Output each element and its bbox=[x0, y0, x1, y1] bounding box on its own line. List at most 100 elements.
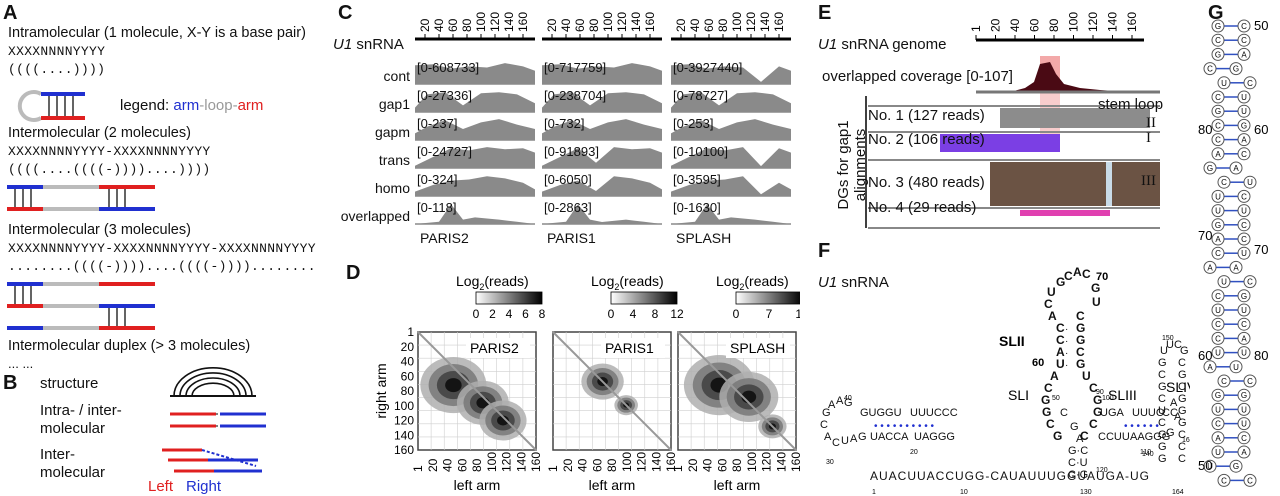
svg-text:50: 50 bbox=[1052, 395, 1060, 402]
svg-text:C: C bbox=[1076, 309, 1085, 323]
y-tick-label: 120 bbox=[394, 414, 414, 428]
x-axis-label: left arm bbox=[454, 477, 501, 493]
nt-letter: U bbox=[1247, 178, 1253, 187]
svg-text:• • • • • •: • • • • • • bbox=[1124, 421, 1159, 432]
svg-text:C: C bbox=[1158, 417, 1166, 429]
svg-text:G: G bbox=[1091, 281, 1100, 295]
nt-circle bbox=[1237, 47, 1251, 61]
nt-letter: C bbox=[1247, 278, 1253, 287]
nt-letter: A bbox=[1233, 263, 1239, 272]
svg-text:150: 150 bbox=[1162, 335, 1174, 342]
x-tick-label: 160 bbox=[789, 452, 800, 472]
nt-letter: C bbox=[1247, 377, 1253, 386]
nt-letter: U bbox=[1207, 462, 1213, 471]
x-tick-label: 80 bbox=[605, 458, 619, 472]
nt-circle bbox=[1217, 275, 1231, 289]
nt-letter: U bbox=[1215, 349, 1221, 358]
nt-letter: A bbox=[1215, 150, 1221, 159]
dg4-label: No. 4 (29 reads) bbox=[868, 199, 977, 216]
coverage-track bbox=[415, 92, 535, 112]
row-label-overlapped: overlapped bbox=[340, 208, 410, 224]
coverage-track bbox=[415, 147, 535, 168]
nt-circle bbox=[1211, 232, 1225, 246]
svg-text:A: A bbox=[1056, 345, 1065, 359]
nt-circle bbox=[1211, 445, 1225, 459]
nt-letter: G bbox=[1233, 462, 1239, 471]
nt-letter: C bbox=[1241, 150, 1247, 159]
nt-letter: A bbox=[1241, 334, 1247, 343]
panel-c-rna-label: U1 snRNA bbox=[333, 36, 404, 53]
row-label-trans: trans bbox=[378, 152, 410, 168]
x-tick-label: 120 bbox=[635, 452, 649, 472]
svg-text:A: A bbox=[1170, 397, 1178, 409]
e-tick-label: 20 bbox=[989, 18, 1003, 32]
nt-circle bbox=[1237, 317, 1251, 331]
nt-letter: C bbox=[1247, 79, 1253, 88]
svg-text:GA: GA bbox=[1108, 407, 1125, 419]
nt-circle bbox=[1243, 473, 1257, 487]
nt-circle bbox=[1203, 62, 1217, 76]
nt-circle bbox=[1203, 459, 1217, 473]
nt-letter: C bbox=[1221, 476, 1227, 485]
nt-letter: G bbox=[1215, 391, 1221, 400]
nt-circle bbox=[1211, 33, 1225, 47]
inter-label-2: molecular bbox=[40, 464, 106, 481]
nt-circle bbox=[1211, 417, 1225, 431]
g-position-label: 50 bbox=[1254, 18, 1268, 33]
dg-reads-block bbox=[1000, 108, 1150, 128]
coverage-track bbox=[415, 119, 535, 140]
svg-text:U: U bbox=[841, 435, 849, 447]
svg-text:A: A bbox=[828, 399, 836, 411]
source-paris1: PARIS1 bbox=[547, 230, 596, 246]
heatmap-diagonal bbox=[417, 331, 537, 451]
nt-circle bbox=[1211, 47, 1225, 61]
nt-circle bbox=[1237, 19, 1251, 33]
svg-text:G: G bbox=[1056, 275, 1065, 289]
y-tick-label: 140 bbox=[394, 428, 414, 442]
x-tick-label: 60 bbox=[590, 458, 604, 472]
track-range: [0-6050] bbox=[544, 172, 592, 187]
nt-circle bbox=[1229, 260, 1243, 274]
track-range: [0-3927440] bbox=[673, 60, 743, 75]
intra-inter-diagram bbox=[170, 412, 266, 428]
c-tick-label: 60 bbox=[702, 18, 716, 32]
svg-text:C: C bbox=[1178, 453, 1186, 465]
hairpin-diagram bbox=[17, 90, 85, 122]
map-name: PARIS2 bbox=[470, 340, 519, 356]
x-tick-label: 160 bbox=[529, 452, 543, 472]
svg-text:C: C bbox=[1089, 417, 1098, 431]
nt-circle bbox=[1211, 189, 1225, 203]
color-scale-bar bbox=[610, 291, 678, 305]
intra-inter-label-2: molecular bbox=[40, 420, 106, 437]
x-tick-label: 140 bbox=[514, 452, 528, 472]
inter3-dot: ........((((-))))....((((-))))........ bbox=[8, 259, 316, 274]
svg-text:G·C: G·C bbox=[1068, 445, 1088, 457]
nt-letter: G bbox=[1215, 50, 1221, 59]
x-tick-label: 120 bbox=[760, 452, 774, 472]
coverage-track bbox=[671, 176, 791, 196]
nt-circle bbox=[1211, 19, 1225, 33]
nt-letter: C bbox=[1215, 136, 1221, 145]
svg-text:30: 30 bbox=[826, 459, 834, 466]
c-tick-label: 20 bbox=[674, 18, 688, 32]
inter2-diagram bbox=[7, 185, 155, 211]
nt-letter: C bbox=[1241, 221, 1247, 230]
svg-text:A: A bbox=[1073, 265, 1082, 279]
g-position-label: 50 bbox=[1198, 458, 1212, 473]
panel-f-letter: F bbox=[818, 240, 831, 262]
label-70: 70 bbox=[1096, 271, 1108, 283]
nt-circle bbox=[1243, 374, 1257, 388]
coverage-track bbox=[671, 147, 791, 168]
panel-c-tracks bbox=[415, 63, 791, 225]
c-tick-label: 80 bbox=[587, 18, 601, 32]
panel-c-letter: C bbox=[338, 2, 353, 24]
dg1-label: No. 1 (127 reads) bbox=[868, 107, 985, 124]
svg-text:G: G bbox=[1041, 393, 1050, 407]
svg-text:G: G bbox=[1158, 441, 1167, 453]
x-tick-label: 120 bbox=[500, 452, 514, 472]
nt-letter: G bbox=[1241, 391, 1247, 400]
